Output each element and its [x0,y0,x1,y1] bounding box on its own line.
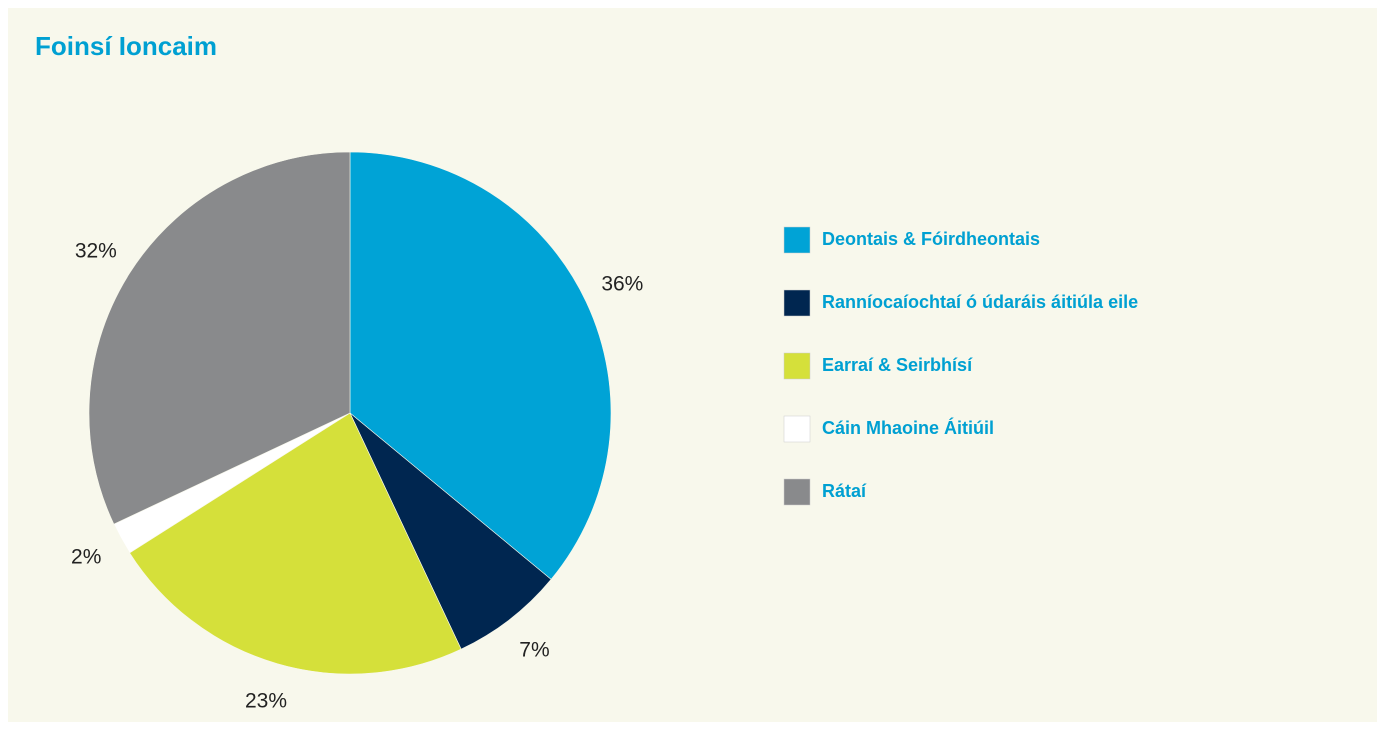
pie-slice [88,151,351,525]
pie-slice [129,412,462,675]
chart-title: Foinsí Ioncaim [35,31,217,61]
legend-label: Deontais & Fóirdheontais [822,229,1040,249]
legend-swatch [783,289,811,317]
legend-swatch [783,415,811,443]
data-label: 2% [71,546,101,569]
legend-swatch [783,226,811,254]
data-label: 7% [519,638,549,661]
pie-slice [349,151,612,580]
legend-swatch [783,478,811,506]
legend-label: Earraí & Seirbhísí [822,355,973,375]
data-label: 36% [601,272,643,295]
legend-label: Rátaí [822,481,867,501]
legend-label: Ranníocaíochtaí ó údaráis áitiúla eile [822,292,1138,312]
legend-label: Cáin Mhaoine Áitiúil [822,417,994,438]
pie-slice [349,412,552,650]
legend-swatch [783,352,811,380]
data-label: 23% [245,690,287,713]
data-label: 32% [75,239,117,262]
